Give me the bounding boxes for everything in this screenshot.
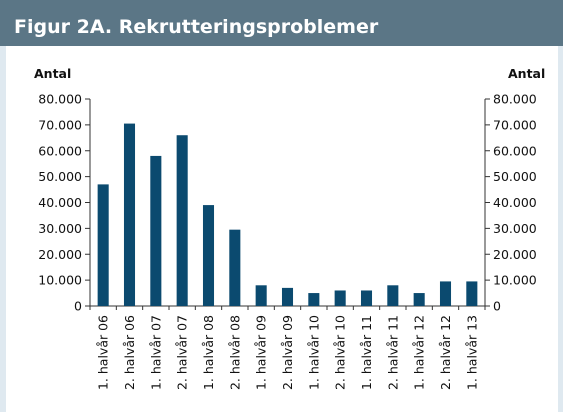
y2-axis-label: Antal [508,66,545,81]
y-tick-label: 20.000 [38,247,82,262]
y2-tick-label: 60.000 [493,143,537,158]
bar [97,184,109,306]
bar [308,293,320,306]
bar [334,290,346,306]
x-tick-label: 1. halvår 09 [254,315,269,390]
y2-tick-label: 20.000 [493,247,537,262]
bar [255,285,267,306]
x-tick-label: 1. halvår 13 [464,315,479,390]
y2-tick-label: 0 [493,299,501,314]
bar [439,281,452,306]
bar [123,123,136,306]
bar [229,229,241,306]
x-tick-label: 2. halvår 07 [175,315,190,390]
y-tick-label: 10.000 [38,273,82,288]
bar [360,290,373,306]
bar [466,281,478,306]
y2-tick-label: 10.000 [493,273,537,288]
bar [387,285,399,306]
y-tick-label: 30.000 [38,221,82,236]
bar [176,135,188,306]
y-tick-label: 50.000 [38,169,82,184]
x-tick-label: 2. halvår 09 [280,315,295,390]
x-tick-label: 1. halvår 11 [359,315,374,390]
x-tick-label: 1. halvår 08 [201,315,216,390]
x-tick-label: 2. halvår 12 [438,315,453,390]
bar [281,287,294,306]
y-tick-label: 40.000 [38,195,82,210]
bar [413,293,425,306]
x-tick-label: 1. halvår 07 [148,315,163,390]
chart-title: Figur 2A. Rekrutteringsproblemer [14,16,379,38]
x-tick-label: 1. halvår 06 [96,315,111,390]
bar [202,205,215,306]
y-tick-label: 0 [74,299,82,314]
y2-tick-label: 40.000 [493,195,537,210]
x-tick-label: 2. halvår 11 [385,315,400,390]
x-tick-label: 2. halvår 06 [122,315,137,390]
x-tick-label: 2. halvår 10 [333,315,348,390]
header [0,0,563,46]
x-tick-label: 1. halvår 12 [412,315,427,390]
x-tick-label: 2. halvår 08 [227,315,242,390]
y-tick-label: 60.000 [38,143,82,158]
y2-tick-label: 80.000 [493,92,537,107]
x-tick-label: 1. halvår 10 [306,315,321,390]
y-axis-label: Antal [34,66,71,81]
y2-tick-label: 70.000 [493,117,537,132]
y-tick-label: 70.000 [38,117,82,132]
y2-tick-label: 30.000 [493,221,537,236]
y-tick-label: 80.000 [38,92,82,107]
bar [150,155,162,306]
y2-tick-label: 50.000 [493,169,537,184]
